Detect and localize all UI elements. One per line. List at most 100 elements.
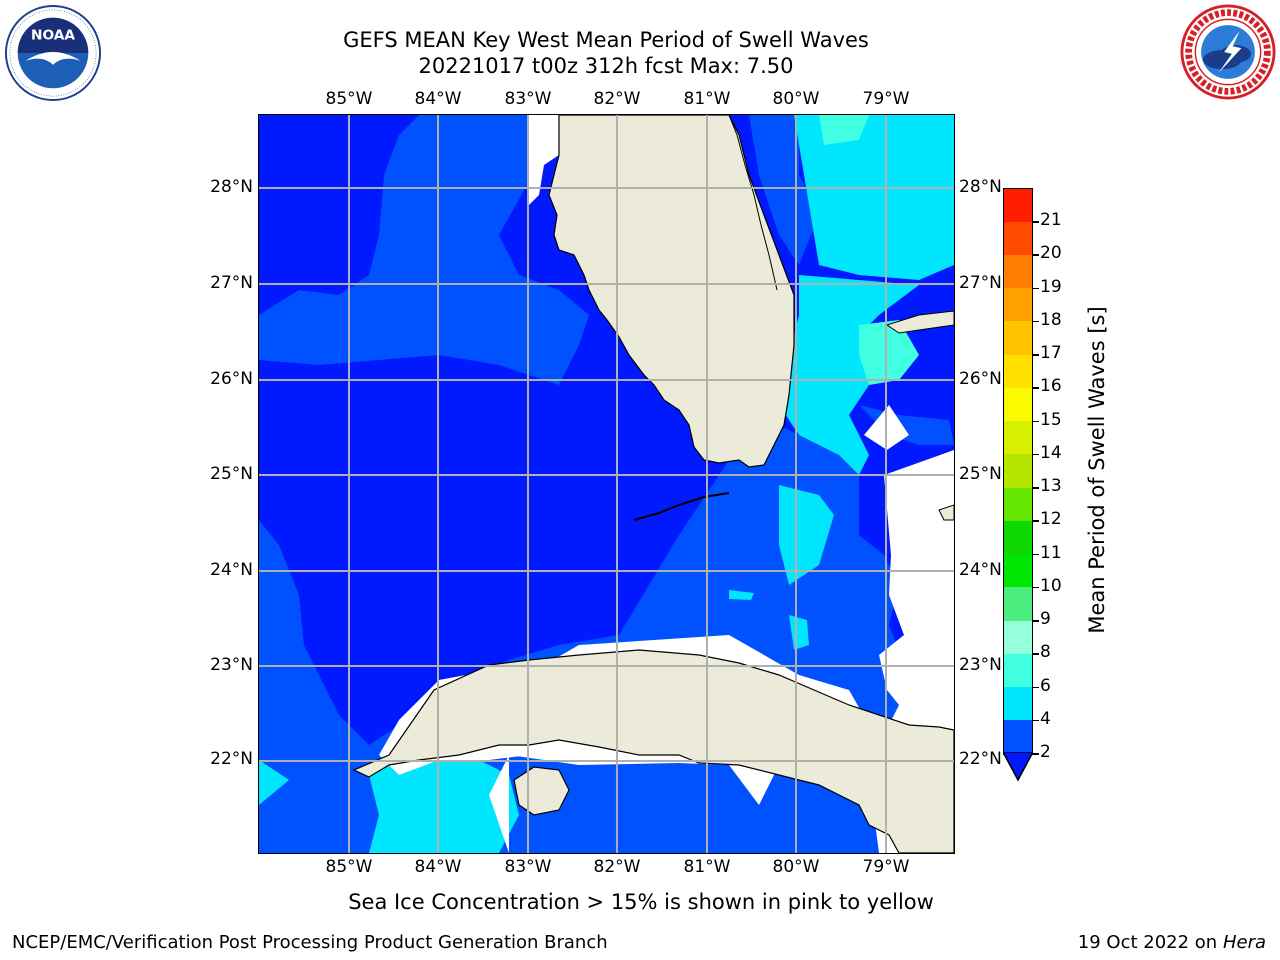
colorbar-tick-mark [1033,719,1039,722]
colorbar-tick-mark [1033,586,1039,589]
lat-label-left: 24°N [210,560,253,580]
colorbar-tick-label: 13 [1040,476,1062,497]
colorbar-tick-mark [1033,287,1039,290]
lon-label-bottom: 82°W [593,857,641,877]
colorbar-segment [1003,653,1033,688]
colorbar-tick-label: 18 [1040,309,1062,330]
lat-label-right: 27°N [959,273,1002,293]
colorbar-tick-label: 11 [1040,542,1062,563]
lat-label-left: 26°N [210,369,253,389]
lat-label-left: 23°N [210,655,253,675]
colorbar-tick-mark [1033,620,1039,622]
noaa-logo: NOAA [4,4,102,102]
colorbar-tick-label: 8 [1040,642,1051,663]
lon-label-bottom: 81°W [683,857,731,877]
contour-2-4 [259,115,589,385]
colorbar-tick-mark [1033,254,1039,256]
lon-label-bottom: 84°W [414,857,462,877]
lon-label-top: 81°W [683,89,731,109]
colorbar-segment [1003,520,1033,555]
colorbar-segment [1003,586,1033,621]
contour-4-6 [794,115,954,280]
colorbar-tick-mark [1033,686,1039,689]
lat-label-right: 22°N [959,749,1002,769]
no-data [529,115,559,205]
colorbar-tick-mark [1033,553,1039,556]
contour-4-6 [729,590,754,600]
colorbar-tick-label: 4 [1040,708,1051,729]
contour-6-8 [819,115,869,145]
colorbar-segment [1003,719,1033,754]
colorbar-tick-mark [1033,320,1039,323]
colorbar-tick-mark [1033,221,1039,223]
colorbar-tick-mark [1033,420,1039,423]
colorbar [1003,188,1033,755]
map-canvas [259,115,954,853]
lon-label-bottom: 83°W [504,857,552,877]
contour-4-6 [779,485,834,585]
colorbar-tick-mark [1033,387,1039,389]
footer-date: 19 Oct 2022 on Hera [1078,932,1266,953]
colorbar-tick-mark [1033,653,1039,655]
colorbar-segment [1003,553,1033,588]
colorbar-extend-arrow [1003,752,1033,782]
noaa-logo-text: NOAA [31,27,75,43]
lon-label-top: 82°W [593,89,641,109]
colorbar-tick-label: 16 [1040,376,1062,397]
footer-host: Hera [1222,932,1266,953]
colorbar-tick-mark [1033,354,1039,356]
colorbar-tick-mark [1033,520,1039,522]
colorbar-segment [1003,453,1033,488]
footer-date-text: 19 Oct 2022 on [1077,932,1223,953]
colorbar-segment [1003,254,1033,289]
nws-logo [1180,4,1276,100]
lat-label-left: 28°N [210,177,253,197]
colorbar-tick-label: 10 [1040,575,1062,596]
sea-ice-note: Sea Ice Concentration > 15% is shown in … [348,890,934,914]
colorbar-tick-mark [1033,753,1039,755]
lon-label-top: 83°W [504,89,552,109]
colorbar-segment [1003,620,1033,654]
lat-label-left: 25°N [210,464,253,484]
colorbar-segment [1003,686,1033,721]
colorbar-segment [1003,320,1033,355]
lat-label-left: 27°N [210,273,253,293]
land-cuba [352,649,954,853]
lon-label-bottom: 85°W [325,857,373,877]
lat-label-right: 28°N [959,177,1002,197]
lon-label-top: 80°W [772,89,820,109]
map-gridlines [259,115,954,853]
colorbar-tick-mark [1033,453,1039,456]
colorbar-tick-label: 9 [1040,609,1051,630]
colorbar-segment [1003,354,1033,388]
chart-subtitle: 20221017 t00z 312h fcst Max: 7.50 [418,54,794,78]
colorbar-tick-label: 21 [1040,210,1062,231]
land-grand-bahama [885,310,954,334]
lat-label-right: 26°N [959,369,1002,389]
contour-6-8 [859,320,919,385]
swell-period-map [259,115,954,853]
lat-label-left: 22°N [210,749,253,769]
colorbar-segment [1003,387,1033,422]
land-florida-keys [633,492,730,521]
colorbar-tick-label: 2 [1040,742,1051,762]
lon-label-bottom: 80°W [772,857,820,877]
lat-label-right: 24°N [959,560,1002,580]
land-florida-coast-east [728,115,778,291]
lon-label-bottom: 79°W [862,857,910,877]
colorbar-tick-mark [1033,487,1039,489]
colorbar-tick-label: 15 [1040,409,1062,430]
colorbar-segment [1003,487,1033,521]
colorbar-segment [1003,420,1033,455]
colorbar-tick-label: 17 [1040,343,1062,364]
contour-4-6 [369,755,519,853]
colorbar-tick-label: 20 [1040,243,1062,264]
lon-label-top: 85°W [325,89,373,109]
footer-credit: NCEP/EMC/Verification Post Processing Pr… [12,932,608,953]
contour-4-6 [779,275,919,475]
colorbar-tick-label: 6 [1040,675,1051,696]
land-andros [938,504,954,521]
colorbar-frame [1003,188,1033,755]
contour-4-6 [259,760,289,805]
colorbar-label: Mean Period of Swell Waves [s] [1085,306,1109,634]
